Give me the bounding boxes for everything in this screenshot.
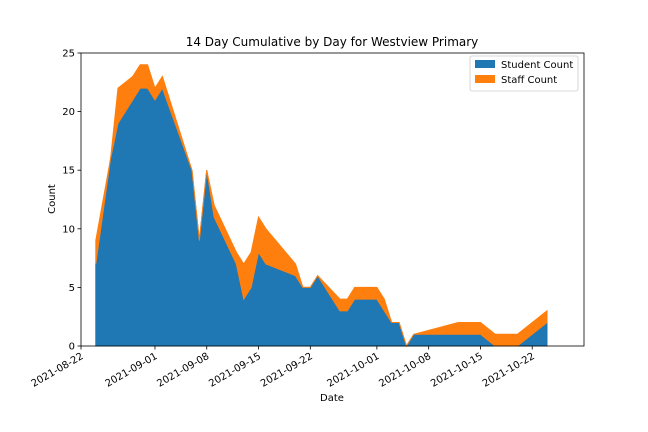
chart-title: 14 Day Cumulative by Day for Westview Pr… (186, 35, 479, 49)
x-tick-label: 2021-08-22 (30, 351, 86, 390)
x-tick-label: 2021-10-01 (326, 351, 382, 390)
y-tick-label: 0 (69, 342, 75, 353)
x-tick-label: 2021-09-15 (207, 351, 263, 390)
legend-label-staff-count: Staff Count (501, 75, 557, 86)
legend: Student Count Staff Count (469, 55, 579, 92)
y-tick-label: 20 (62, 107, 75, 118)
x-tick-label: 2021-09-08 (155, 351, 211, 390)
y-axis-label: Count (47, 184, 58, 214)
y-tick-label: 15 (62, 166, 75, 177)
legend-label-student-count: Student Count (501, 60, 573, 71)
legend-swatch-staff-count (475, 75, 495, 83)
legend-swatch-student-count (475, 60, 495, 68)
x-tick-label: 2021-09-22 (259, 351, 315, 390)
axes-frame (80, 52, 585, 347)
y-axis: 0 5 10 15 20 25 (62, 49, 81, 353)
legend-box (469, 55, 579, 92)
y-tick-label: 10 (62, 224, 75, 235)
x-tick-label: 2021-10-22 (481, 351, 537, 390)
x-tick-label: 2021-09-01 (104, 351, 160, 390)
area-staff-count (95, 64, 548, 348)
y-tick-label: 5 (69, 283, 75, 294)
area-student-count (95, 87, 548, 348)
x-axis-label: Date (320, 393, 344, 404)
x-axis: 2021-08-22 2021-09-012021-09-082021-09-15… (30, 346, 537, 390)
x-tick-label: 2021-10-15 (429, 351, 485, 390)
y-tick-label: 25 (62, 49, 75, 60)
x-tick-label: 2021-10-08 (377, 351, 433, 390)
plot-areas (95, 64, 548, 348)
